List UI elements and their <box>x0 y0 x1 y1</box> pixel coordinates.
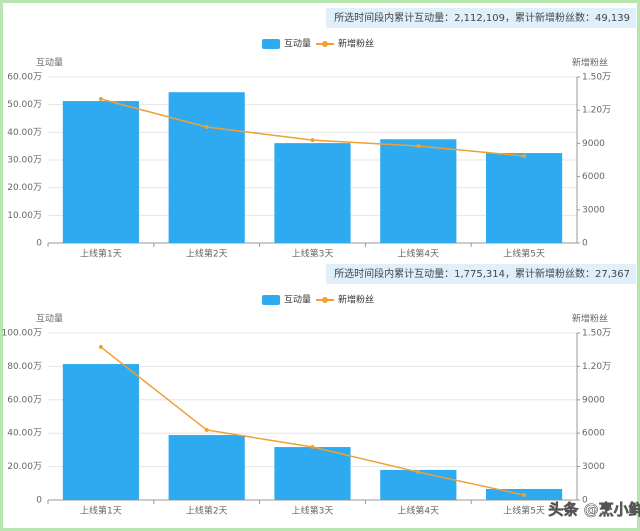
line-point <box>204 125 209 130</box>
y-tick-label: 0 <box>36 496 42 506</box>
annotation: 所选时间段内累计互动量：2,112,109，累计新增粉丝数：49,139 <box>334 11 630 24</box>
y2-tick-label: 3000 <box>582 205 605 215</box>
annotation-box <box>326 264 636 284</box>
y2-tick-label: 6000 <box>582 429 605 439</box>
bar <box>274 447 351 500</box>
x-tick-label: 上线第2天 <box>186 505 228 517</box>
y-tick-label: 60.00万 <box>7 73 42 83</box>
legend-swatch <box>322 297 328 303</box>
y2-tick-label: 9000 <box>582 139 605 149</box>
legend-label: 新增粉丝 <box>338 294 374 306</box>
x-tick-label: 上线第4天 <box>397 505 439 517</box>
line-point <box>204 427 209 432</box>
y2-axis-title: 新增粉丝 <box>572 57 608 69</box>
bar <box>274 143 351 243</box>
bar <box>62 364 139 500</box>
y2-tick-label: 1.20万 <box>582 362 611 372</box>
x-tick-label: 上线第1天 <box>80 248 122 260</box>
line-point <box>522 492 527 497</box>
legend-label: 互动量 <box>284 295 311 306</box>
line-point <box>98 345 103 350</box>
y-tick-label: 80.00万 <box>7 362 42 372</box>
y2-tick-label: 3000 <box>582 462 605 472</box>
y2-tick-label: 1.50万 <box>582 73 611 83</box>
legend-swatch <box>322 41 328 47</box>
line-point <box>416 144 421 149</box>
y2-tick-label: 9000 <box>582 395 605 405</box>
annotation: 所选时间段内累计互动量：1,775,314，累计新增粉丝数：27,367 <box>334 267 630 280</box>
x-tick-label: 上线第1天 <box>80 505 122 517</box>
legend-label: 互动量 <box>284 39 311 50</box>
x-tick-label: 上线第3天 <box>292 248 334 260</box>
legend-swatch <box>262 295 280 305</box>
bar <box>62 101 139 243</box>
x-tick-label: 上线第5天 <box>503 248 545 260</box>
y2-tick-label: 1.50万 <box>582 329 611 339</box>
line-point <box>98 97 103 102</box>
y2-tick-label: 6000 <box>582 172 605 182</box>
x-tick-label: 上线第3天 <box>292 505 334 517</box>
x-tick-label: 上线第2天 <box>186 248 228 260</box>
bar <box>380 469 457 500</box>
y-tick-label: 50.00万 <box>7 100 42 110</box>
y-tick-label: 60.00万 <box>7 395 42 405</box>
y-tick-label: 20.00万 <box>7 462 42 472</box>
y-tick-label: 100.00万 <box>2 329 43 339</box>
line-point <box>416 470 421 475</box>
annotation-box <box>326 8 636 28</box>
y-tick-label: 0 <box>36 239 42 249</box>
bar <box>168 92 245 243</box>
legend-swatch <box>262 39 280 49</box>
bar <box>486 153 563 243</box>
line-point <box>310 138 315 143</box>
line-point <box>522 154 527 159</box>
y2-tick-label: 0 <box>582 239 588 249</box>
y-axis-title: 互动量 <box>36 58 63 69</box>
x-tick-label: 上线第5天 <box>503 505 545 517</box>
y2-tick-label: 1.20万 <box>582 106 611 116</box>
y-axis-title: 互动量 <box>36 314 63 325</box>
watermark: 头条 @烹小鲜 <box>548 501 640 519</box>
legend-label: 新增粉丝 <box>338 38 374 50</box>
y-tick-label: 40.00万 <box>7 128 42 138</box>
y-tick-label: 40.00万 <box>7 429 42 439</box>
y-tick-label: 30.00万 <box>7 156 42 166</box>
x-tick-label: 上线第4天 <box>397 248 439 260</box>
line-point <box>310 445 315 450</box>
y-tick-label: 10.00万 <box>7 211 42 221</box>
y2-tick-label: 0 <box>582 496 588 506</box>
y-tick-label: 20.00万 <box>7 183 42 193</box>
bar <box>168 435 245 500</box>
y2-axis-title: 新增粉丝 <box>572 313 608 325</box>
bar <box>380 139 457 243</box>
